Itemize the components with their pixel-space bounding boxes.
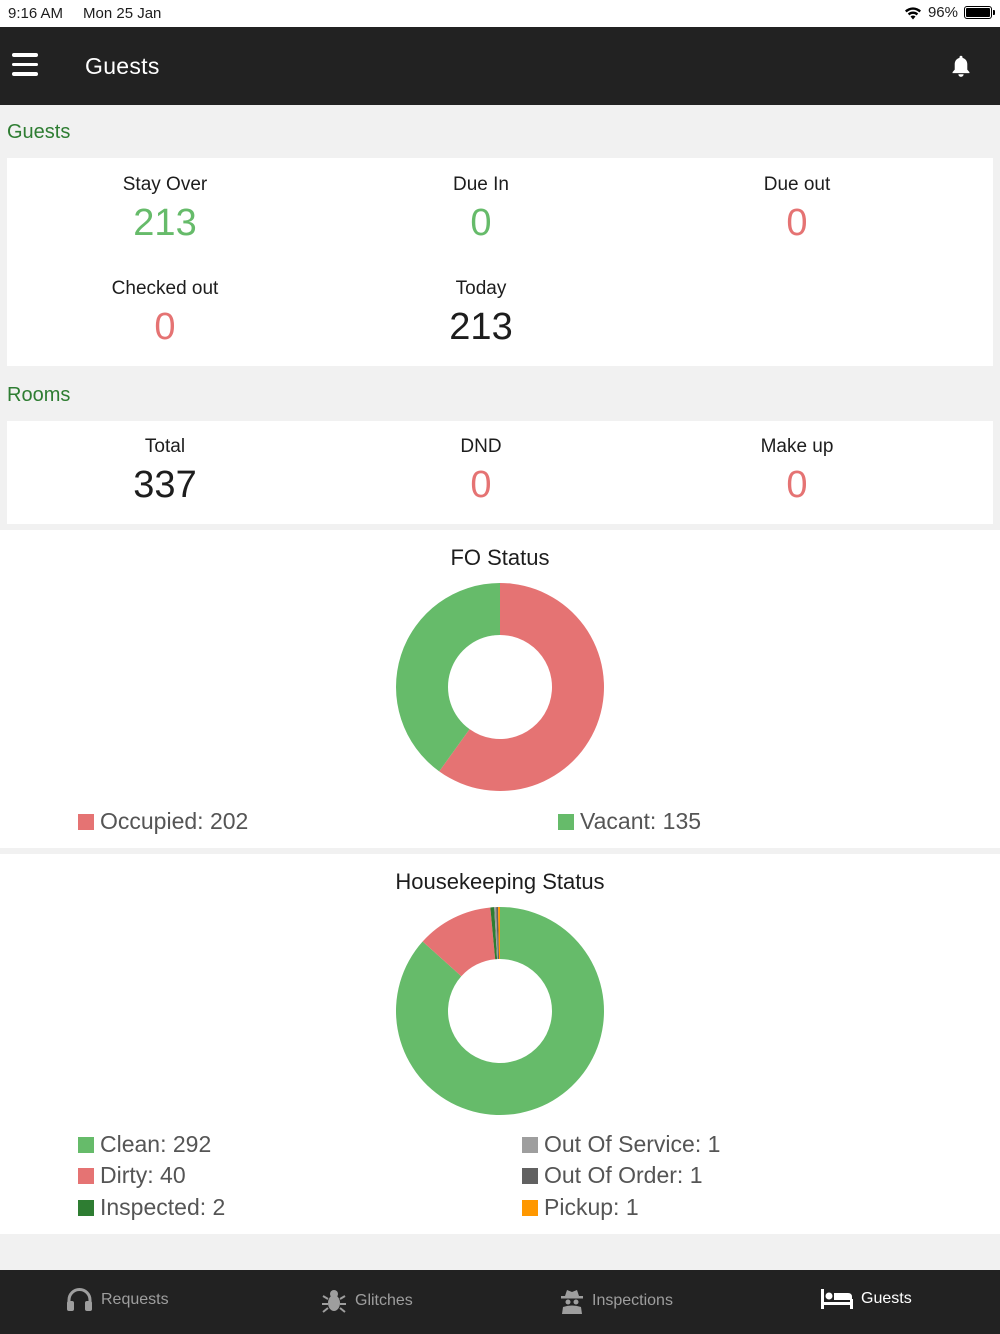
tab-guests[interactable]: Guests	[821, 1288, 912, 1310]
housekeeping-status-panel: Housekeeping Status Clean: 292 Dirty: 40…	[0, 854, 1000, 1234]
bug-icon	[322, 1290, 346, 1313]
tab-label: Requests	[101, 1291, 169, 1308]
guests-card: Stay Over 213 Due In 0 Due out 0 Checked…	[7, 158, 993, 366]
bed-icon	[821, 1289, 853, 1309]
stat-today[interactable]: Today 213	[323, 278, 639, 346]
wifi-icon	[904, 6, 921, 19]
fo-chart-title: FO Status	[450, 545, 550, 570]
stat-value: 213	[449, 306, 513, 348]
stat-checked-out[interactable]: Checked out 0	[7, 278, 323, 346]
legend-occupied: Occupied: 202	[78, 808, 248, 835]
tab-requests[interactable]: Requests	[66, 1288, 169, 1312]
stat-label: Stay Over	[122, 174, 208, 195]
legend-swatch	[78, 813, 94, 830]
hk-chart-title: Housekeeping Status	[395, 869, 605, 894]
stat-value: 337	[133, 464, 197, 506]
donut-slice-dirty	[422, 907, 496, 977]
legend-label: Out Of Order: 1	[544, 1162, 703, 1188]
stat-value: 0	[786, 464, 808, 506]
donut-slice-clean	[396, 907, 604, 1115]
legend-swatch	[522, 1136, 538, 1153]
stat-label: Total	[144, 436, 186, 457]
bell-icon[interactable]	[948, 53, 974, 79]
bottom-tab-bar: Requests Glitches Inspections	[0, 1270, 1000, 1334]
stat-label: Due out	[763, 174, 831, 195]
stat-dnd[interactable]: DND 0	[323, 436, 639, 504]
legend-label: Vacant: 135	[580, 808, 702, 834]
legend-clean: Clean: 292	[78, 1131, 211, 1158]
legend-swatch	[522, 1167, 538, 1184]
rooms-section-label: Rooms	[7, 384, 71, 406]
tab-inspections[interactable]: Inspections	[560, 1288, 673, 1314]
donut-slice-out-of-order	[496, 907, 500, 960]
stat-value: 0	[470, 464, 492, 506]
guests-section-label: Guests	[7, 121, 71, 143]
tab-label: Inspections	[592, 1292, 673, 1309]
app-header: Guests	[0, 27, 1000, 105]
legend-vacant: Vacant: 135	[558, 808, 701, 835]
stat-label: Today	[455, 278, 507, 299]
rooms-card: Total 337 DND 0 Make up 0	[7, 421, 993, 524]
battery-percent: 96%	[927, 4, 958, 21]
legend-swatch	[558, 813, 574, 830]
donut-slice-vacant	[396, 583, 500, 772]
battery-icon	[964, 6, 995, 19]
stat-value: 0	[154, 306, 176, 348]
tab-label: Glitches	[355, 1292, 413, 1309]
legend-inspected: Inspected: 2	[78, 1194, 225, 1221]
donut-slice-occupied	[439, 583, 604, 791]
stat-value: 213	[133, 202, 197, 244]
page-title: Guests	[85, 53, 160, 79]
legend-out-of-order: Out Of Order: 1	[522, 1162, 703, 1189]
stat-value: 0	[786, 202, 808, 244]
status-right: 96%	[904, 4, 995, 21]
legend-dirty: Dirty: 40	[78, 1162, 186, 1189]
stat-make-up[interactable]: Make up 0	[639, 436, 955, 504]
stat-label: DND	[460, 436, 502, 457]
donut-slice-pickup	[498, 907, 500, 960]
spy-icon	[561, 1290, 583, 1314]
legend-label: Occupied: 202	[100, 808, 249, 834]
fo-status-panel: FO Status Occupied: 202 Vacant: 135	[0, 530, 1000, 848]
legend-swatch	[78, 1199, 94, 1216]
stat-value: 0	[470, 202, 492, 244]
tab-glitches[interactable]: Glitches	[321, 1288, 413, 1314]
legend-label: Pickup: 1	[544, 1194, 639, 1220]
status-time: 9:16 AM	[8, 5, 64, 22]
legend-label: Dirty: 40	[100, 1162, 186, 1188]
legend-label: Out Of Service: 1	[544, 1131, 721, 1157]
stat-stay-over[interactable]: Stay Over 213	[7, 174, 323, 242]
status-date: Mon 25 Jan	[83, 5, 162, 22]
legend-label: Clean: 292	[100, 1131, 212, 1157]
stat-label: Make up	[760, 436, 834, 457]
donut-slice-out-of-service	[494, 907, 499, 960]
legend-swatch	[78, 1167, 94, 1184]
hamburger-menu-icon[interactable]	[12, 53, 38, 76]
legend-out-of-service: Out Of Service: 1	[522, 1131, 720, 1158]
tab-label: Guests	[861, 1290, 912, 1307]
donut-slice-inspected	[490, 907, 498, 960]
fo-donut-chart	[396, 583, 604, 791]
stat-label: Checked out	[111, 278, 219, 299]
legend-label: Inspected: 2	[100, 1194, 226, 1220]
status-bar: 9:16 AM Mon 25 Jan 96%	[0, 0, 1000, 27]
stat-label: Due In	[453, 174, 509, 195]
stat-total-rooms[interactable]: Total 337	[7, 436, 323, 504]
stat-due-out[interactable]: Due out 0	[639, 174, 955, 242]
hk-donut-chart	[396, 907, 604, 1115]
stat-due-in[interactable]: Due In 0	[323, 174, 639, 242]
legend-pickup: Pickup: 1	[522, 1194, 639, 1221]
legend-swatch	[522, 1199, 538, 1216]
headphones-icon	[67, 1288, 92, 1311]
legend-swatch	[78, 1136, 94, 1153]
